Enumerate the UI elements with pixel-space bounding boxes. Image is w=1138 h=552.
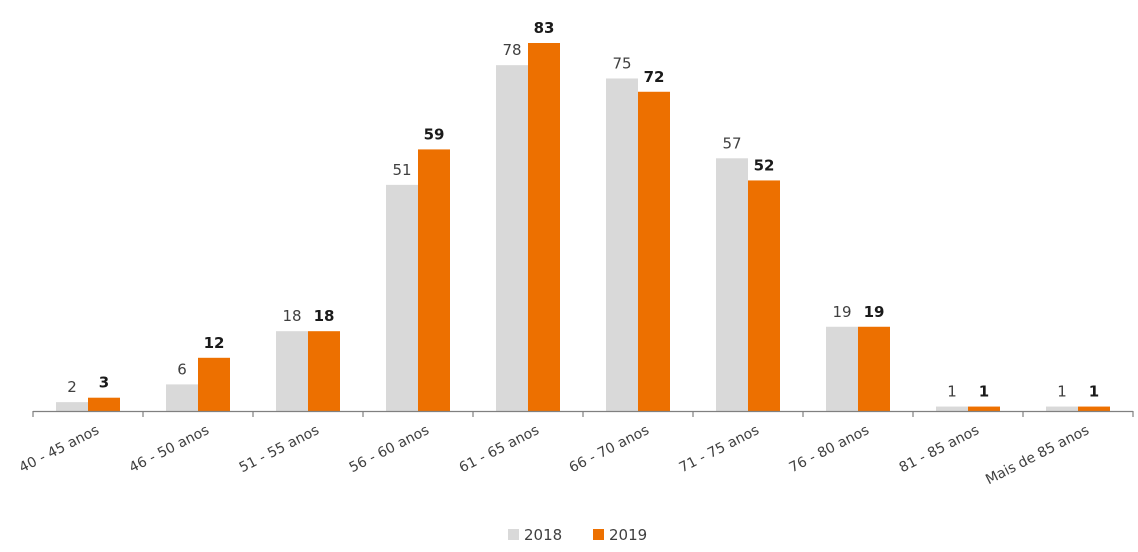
bar-2018-1 xyxy=(56,402,88,411)
bar-2018-3 xyxy=(276,331,308,411)
bar-2018-6 xyxy=(606,78,638,411)
data-label-2019-9: 1 xyxy=(979,383,989,401)
data-label-2018-7: 57 xyxy=(722,134,741,152)
data-label-2018-2: 6 xyxy=(177,360,187,378)
x-axis-ticks xyxy=(32,411,1134,417)
data-label-2018-9: 1 xyxy=(947,383,957,401)
bar-2018-4 xyxy=(386,184,418,411)
bar-2019-4 xyxy=(418,149,450,411)
bar-2019-5 xyxy=(528,43,560,411)
bar-2018-2 xyxy=(166,384,198,411)
legend-label-2018: 2018 xyxy=(524,526,562,544)
bar-2019-3 xyxy=(308,331,340,411)
bar-2018-5 xyxy=(496,65,528,412)
x-tick-label: 56 - 60 anos xyxy=(347,422,432,476)
bar-2019-10 xyxy=(1078,406,1110,411)
data-label-2018-8: 19 xyxy=(832,303,851,321)
x-tick-label: 76 - 80 anos xyxy=(787,422,872,476)
x-tick-label: 66 - 70 anos xyxy=(567,422,652,476)
x-tick-label: 61 - 65 anos xyxy=(457,422,542,476)
data-label-2018-3: 18 xyxy=(282,307,301,325)
x-tick-label: 40 - 45 anos xyxy=(17,422,102,476)
data-label-2019-1: 3 xyxy=(99,374,109,392)
data-label-2018-6: 75 xyxy=(612,54,631,72)
x-tick-label: 51 - 55 anos xyxy=(237,422,322,476)
data-labels-layer: 2 3 6 12 18 18 51 59 78 83 75 72 57 52 19 19 1 1 1 1 xyxy=(67,19,1099,401)
x-tick-label: Mais de 85 anos xyxy=(983,422,1092,488)
legend-swatch-2019 xyxy=(593,529,604,540)
legend-swatch-2018 xyxy=(508,529,519,540)
data-label-2019-3: 18 xyxy=(314,307,335,325)
bar-2018-9 xyxy=(936,406,968,411)
data-label-2018-5: 78 xyxy=(502,41,521,59)
data-label-2019-5: 83 xyxy=(534,19,555,37)
bars-layer xyxy=(56,43,1110,412)
bar-2019-2 xyxy=(198,357,230,411)
bar-2019-7 xyxy=(748,180,780,411)
data-label-2018-4: 51 xyxy=(392,161,411,179)
data-label-2019-4: 59 xyxy=(424,125,445,143)
bar-2019-6 xyxy=(638,91,670,411)
data-label-2018-1: 2 xyxy=(67,378,77,396)
data-label-2019-6: 72 xyxy=(644,68,665,86)
data-label-2018-10: 1 xyxy=(1057,383,1067,401)
x-tick-label: 46 - 50 anos xyxy=(127,422,212,476)
bar-2019-9 xyxy=(968,406,1000,411)
legend: 2018 2019 xyxy=(508,526,647,544)
data-label-2019-7: 52 xyxy=(754,156,775,174)
data-label-2019-10: 1 xyxy=(1089,383,1099,401)
bar-2018-10 xyxy=(1046,406,1078,411)
bar-2018-7 xyxy=(716,158,748,411)
bar-2019-1 xyxy=(88,397,120,411)
bar-2018-8 xyxy=(826,326,858,411)
x-tick-label: 71 - 75 anos xyxy=(677,422,762,476)
data-label-2019-8: 19 xyxy=(864,303,885,321)
data-label-2019-2: 12 xyxy=(204,334,225,352)
legend-label-2019: 2019 xyxy=(609,526,647,544)
bar-2019-8 xyxy=(858,326,890,411)
x-tick-label: 81 - 85 anos xyxy=(897,422,982,476)
x-axis-tick-labels: 40 - 45 anos 46 - 50 anos 51 - 55 anos 56 -… xyxy=(17,422,1092,488)
